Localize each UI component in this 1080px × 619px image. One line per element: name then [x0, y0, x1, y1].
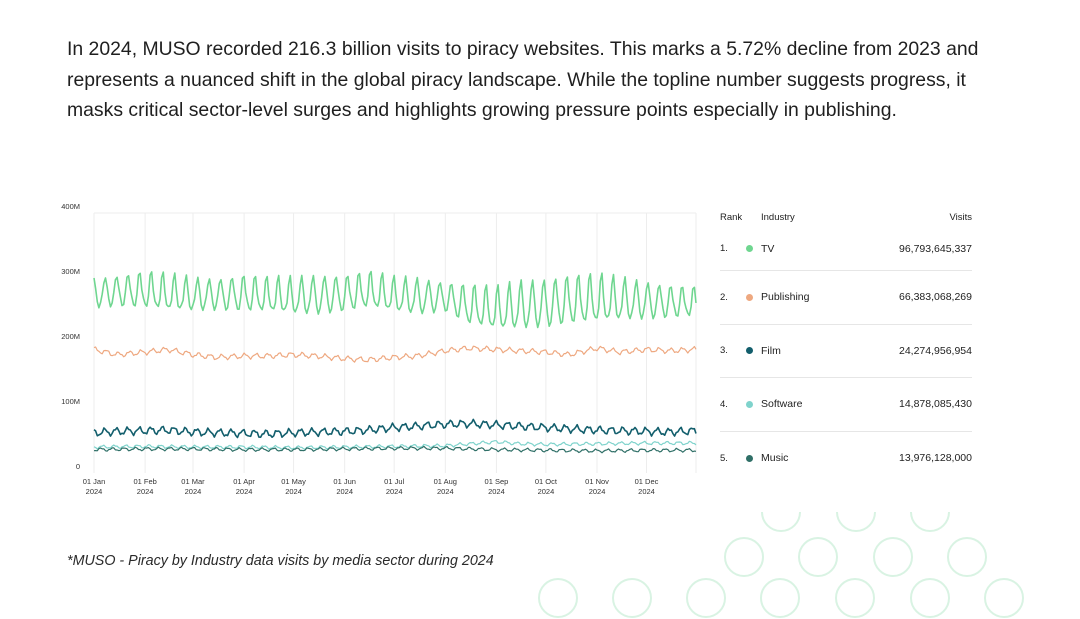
row-visits: 96,793,645,337	[899, 242, 972, 255]
row-industry: TV	[761, 242, 775, 255]
decor-arc	[910, 511, 950, 532]
table-row: 5. Music 13,976,128,000	[720, 432, 972, 486]
decor-circle	[760, 578, 800, 618]
x-tick-label: 01 Sep	[485, 477, 509, 486]
decor-circle	[612, 578, 652, 618]
x-tick-label: 01 Nov	[585, 477, 609, 486]
x-tick-year: 2024	[185, 487, 202, 496]
x-tick-label: 01 May	[281, 477, 306, 486]
table-header: Rank Industry Visits	[720, 207, 972, 227]
x-tick-year: 2024	[86, 487, 103, 496]
table-row: 3. Film 24,274,956,954	[720, 325, 972, 378]
table-row: 4. Software 14,878,085,430	[720, 378, 972, 432]
x-tick-year: 2024	[236, 487, 253, 496]
industry-table: Rank Industry Visits 1. TV 96,793,645,337 2…	[720, 207, 972, 485]
x-tick-label: 01 Mar	[181, 477, 205, 486]
legend-dot-icon	[746, 400, 753, 408]
x-tick-year: 2024	[336, 487, 353, 496]
decor-circle	[798, 537, 838, 577]
x-tick-label: 01 Oct	[535, 477, 558, 486]
x-tick-year: 2024	[386, 487, 403, 496]
decor-circle	[686, 578, 726, 618]
decor-arc	[761, 511, 801, 532]
row-visits: 24,274,956,954	[899, 344, 972, 357]
decor-circle	[538, 578, 578, 618]
row-visits: 66,383,068,269	[899, 291, 972, 304]
row-visits: 14,878,085,430	[899, 398, 972, 411]
decor-arc	[836, 511, 876, 532]
x-tick-year: 2024	[285, 487, 302, 496]
x-tick-label: 01 Dec	[635, 477, 659, 486]
y-tick-label: 400M	[61, 202, 80, 211]
series-line-tv	[93, 270, 697, 329]
decor-circle	[835, 578, 875, 618]
x-tick-label: 01 Aug	[434, 477, 457, 486]
row-industry: Film	[761, 344, 781, 357]
x-tick-year: 2024	[538, 487, 555, 496]
source-footnote: *MUSO - Piracy by Industry data visits b…	[67, 553, 494, 569]
header-visits: Visits	[949, 211, 972, 223]
decor-circle	[724, 537, 764, 577]
x-tick-label: 01 Apr	[233, 477, 255, 486]
y-tick-label: 100M	[61, 397, 80, 406]
legend-dot-icon	[746, 245, 753, 252]
row-rank: 2.	[720, 291, 728, 303]
y-tick-label: 0	[76, 462, 80, 471]
row-industry: Software	[761, 398, 803, 411]
series-line-software	[93, 440, 697, 450]
decor-circle	[910, 578, 950, 618]
row-industry: Publishing	[761, 291, 810, 304]
decor-circle	[984, 578, 1024, 618]
x-tick-year: 2024	[488, 487, 505, 496]
y-tick-label: 300M	[61, 267, 80, 276]
x-tick-year: 2024	[589, 487, 606, 496]
x-tick-label: 01 Jan	[83, 477, 106, 486]
x-tick-label: 01 Jun	[333, 477, 356, 486]
row-visits: 13,976,128,000	[899, 452, 972, 465]
series-line-film	[93, 418, 697, 439]
x-tick-year: 2024	[137, 487, 154, 496]
row-industry: Music	[761, 452, 789, 465]
x-tick-year: 2024	[638, 487, 655, 496]
table-row: 1. TV 96,793,645,337	[720, 227, 972, 271]
x-tick-label: 01 Feb	[133, 477, 156, 486]
header-rank: Rank	[720, 211, 743, 223]
row-rank: 5.	[720, 452, 728, 464]
decor-circle	[947, 537, 987, 577]
row-rank: 1.	[720, 243, 728, 254]
legend-dot-icon	[746, 347, 753, 355]
x-tick-label: 01 Jul	[384, 477, 404, 486]
series-line-music	[93, 445, 697, 454]
decor-circle	[873, 537, 913, 577]
chart-card: 0 100M 200M 300M 400M 01 Jan 2024 01 Feb 2024 01 …	[54, 197, 1080, 497]
legend-dot-icon	[746, 454, 753, 462]
header-industry: Industry	[761, 211, 795, 223]
table-rows: 1. TV 96,793,645,337 2. Publishing 66,383,068…	[720, 227, 972, 485]
legend-dot-icon	[746, 293, 753, 301]
table-row: 2. Publishing 66,383,068,269	[720, 271, 972, 325]
row-rank: 4.	[720, 398, 728, 410]
x-tick-year: 2024	[437, 487, 454, 496]
series-line-publishing	[93, 345, 697, 363]
row-rank: 3.	[720, 345, 728, 357]
intro-paragraph: In 2024, MUSO recorded 216.3 billion vis…	[67, 38, 979, 121]
y-tick-label: 200M	[61, 332, 80, 341]
